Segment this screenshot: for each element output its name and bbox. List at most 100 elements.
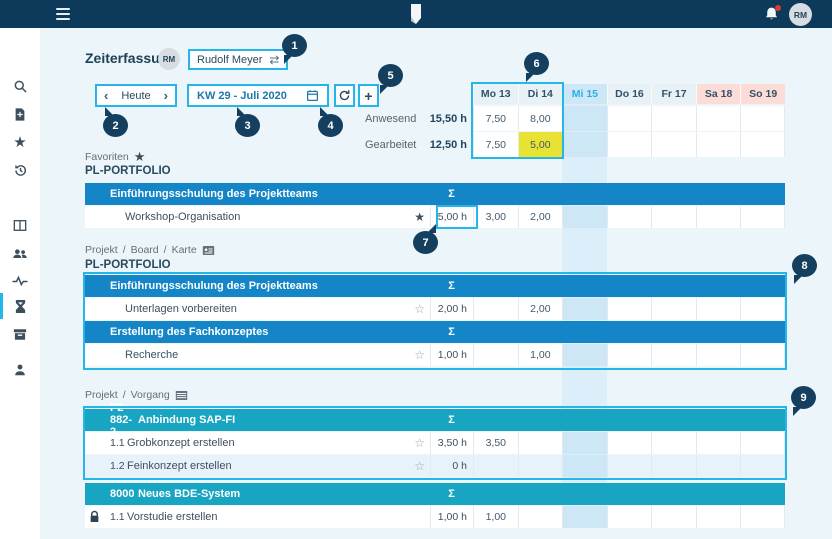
- favorites-label: Favoriten: [85, 151, 129, 163]
- day-header-so[interactable]: So 19: [740, 84, 785, 104]
- time-cell[interactable]: [562, 432, 607, 454]
- time-cell[interactable]: [517, 506, 563, 528]
- time-cell[interactable]: [695, 206, 741, 228]
- main-content: Zeiterfassung RM Rudolf Meyer ⇄ ‹ Heute …: [40, 28, 832, 539]
- time-tracking-icon[interactable]: [0, 293, 40, 319]
- time-cell[interactable]: [740, 206, 785, 228]
- table-row[interactable]: 1.1 Grobkonzept erstellen ☆ 3,50 h 3,50: [85, 432, 785, 454]
- create-document-icon[interactable]: [0, 102, 40, 126]
- time-cell[interactable]: [473, 344, 518, 366]
- menu-icon[interactable]: [56, 8, 70, 20]
- table-row[interactable]: 1.1 Vorstudie erstellen 1,00 h 1,00: [85, 506, 785, 528]
- switch-user-icon[interactable]: ⇄: [269, 52, 280, 67]
- today-button[interactable]: Heute: [121, 89, 151, 102]
- favorites-star-icon: ★: [133, 149, 146, 164]
- day-header-mo[interactable]: Mo 13: [473, 84, 518, 104]
- next-week-button[interactable]: ›: [163, 88, 168, 103]
- day-header-di[interactable]: Di 14: [517, 84, 563, 104]
- time-cell[interactable]: [651, 432, 696, 454]
- time-cell[interactable]: 1,00: [473, 506, 518, 528]
- day-header-sa[interactable]: Sa 18: [695, 84, 741, 104]
- time-cell[interactable]: [695, 298, 741, 320]
- history-icon[interactable]: [0, 158, 40, 182]
- group-header[interactable]: Einführungsschulung des Projektteams Σ: [85, 183, 785, 205]
- stock-icon[interactable]: [0, 322, 40, 346]
- search-icon[interactable]: [0, 74, 40, 98]
- breadcrumb-karte[interactable]: Karte: [171, 244, 197, 256]
- time-cell[interactable]: [606, 506, 652, 528]
- favorite-star-icon[interactable]: ★: [414, 210, 425, 224]
- project-title: Neues BDE-System: [138, 488, 241, 500]
- breadcrumb-vorgang[interactable]: Vorgang: [130, 389, 170, 401]
- favorite-star-icon[interactable]: ☆: [414, 459, 425, 473]
- time-cell[interactable]: [562, 455, 607, 477]
- time-cell[interactable]: [562, 506, 607, 528]
- time-cell[interactable]: 3,00: [473, 206, 518, 228]
- time-cell[interactable]: 3,50: [473, 432, 518, 454]
- time-cell[interactable]: [517, 455, 563, 477]
- group-header[interactable]: Einführungsschulung des Projektteams Σ: [85, 275, 785, 297]
- time-cell[interactable]: [473, 455, 518, 477]
- project-name: PL-PORTFOLIO: [85, 165, 171, 177]
- time-cell[interactable]: [740, 432, 785, 454]
- favorites-icon[interactable]: ★: [13, 133, 27, 151]
- add-entry-button[interactable]: +: [358, 84, 379, 107]
- previous-week-button[interactable]: ‹: [104, 88, 109, 103]
- project-header[interactable]: 8000 Neues BDE-System Σ: [85, 483, 785, 505]
- group-title: Einführungsschulung des Projektteams: [110, 280, 318, 292]
- team-icon[interactable]: [0, 241, 40, 265]
- day-cell-highlighted: 5,00: [517, 132, 563, 157]
- time-cell[interactable]: [473, 298, 518, 320]
- breadcrumb-projekt[interactable]: Projekt: [85, 389, 118, 401]
- avatar[interactable]: RM: [789, 3, 812, 26]
- time-cell[interactable]: [606, 432, 652, 454]
- time-cell[interactable]: [695, 344, 741, 366]
- time-cell[interactable]: [695, 506, 741, 528]
- time-cell[interactable]: [740, 344, 785, 366]
- time-cell[interactable]: [606, 298, 652, 320]
- group-header[interactable]: Erstellung des Fachkonzeptes Σ: [85, 321, 785, 343]
- breadcrumb-projekt[interactable]: Projekt: [85, 244, 118, 256]
- favorite-star-icon[interactable]: ☆: [414, 348, 425, 362]
- time-cell[interactable]: 2,00: [517, 206, 563, 228]
- time-cell[interactable]: [651, 455, 696, 477]
- time-cell[interactable]: 2,00: [517, 298, 563, 320]
- time-cell[interactable]: [740, 506, 785, 528]
- breadcrumb-board[interactable]: Board: [130, 244, 159, 256]
- week-picker[interactable]: KW 29 - Juli 2020: [187, 84, 329, 107]
- time-cell[interactable]: [562, 206, 607, 228]
- time-cell[interactable]: [562, 344, 607, 366]
- time-cell[interactable]: [651, 298, 696, 320]
- table-row[interactable]: 1.2 Feinkonzept erstellen ☆ 0 h: [85, 455, 785, 477]
- table-row[interactable]: Workshop-Organisation ★ 5,00 h 3,00 2,00: [85, 206, 785, 228]
- time-cell[interactable]: [695, 432, 741, 454]
- user-icon[interactable]: [0, 358, 40, 382]
- time-cell[interactable]: [740, 298, 785, 320]
- project-header[interactable]: P2-882-2 Anbindung SAP-FI Σ: [85, 402, 785, 438]
- time-cell[interactable]: [562, 298, 607, 320]
- gearbeitet-label: Gearbeitet: [365, 138, 417, 151]
- time-cell[interactable]: [606, 206, 652, 228]
- time-cell[interactable]: [651, 206, 696, 228]
- time-cell[interactable]: [651, 506, 696, 528]
- day-header-fr[interactable]: Fr 17: [651, 84, 696, 104]
- time-cell[interactable]: [651, 344, 696, 366]
- board-icon[interactable]: [0, 213, 40, 237]
- user-switcher[interactable]: Rudolf Meyer ⇄: [188, 49, 289, 70]
- favorite-star-icon[interactable]: ☆: [414, 436, 425, 450]
- notifications-icon[interactable]: [763, 5, 781, 23]
- time-cell[interactable]: 1,00: [517, 344, 563, 366]
- time-cell[interactable]: [606, 344, 652, 366]
- activity-icon[interactable]: [0, 269, 40, 293]
- day-header-mi-today[interactable]: Mi 15: [562, 84, 607, 104]
- task-name: Unterlagen vorbereiten: [125, 303, 237, 315]
- table-row[interactable]: Recherche ☆ 1,00 h 1,00: [85, 344, 785, 366]
- day-header-do[interactable]: Do 16: [606, 84, 652, 104]
- table-row[interactable]: Unterlagen vorbereiten ☆ 2,00 h 2,00: [85, 298, 785, 320]
- time-cell[interactable]: [606, 455, 652, 477]
- favorite-star-icon[interactable]: ☆: [414, 302, 425, 316]
- time-cell[interactable]: [517, 432, 563, 454]
- time-cell[interactable]: [695, 455, 741, 477]
- refresh-button[interactable]: [334, 84, 355, 107]
- time-cell[interactable]: [740, 455, 785, 477]
